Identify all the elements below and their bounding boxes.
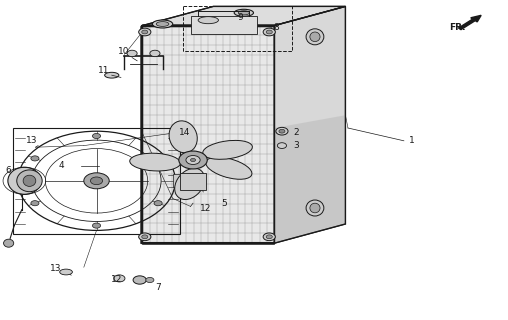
Ellipse shape — [234, 9, 253, 16]
Circle shape — [190, 158, 196, 162]
Circle shape — [31, 156, 39, 161]
Ellipse shape — [8, 167, 41, 194]
Ellipse shape — [23, 175, 36, 186]
Bar — [10, 174, 20, 187]
Circle shape — [263, 233, 275, 241]
Circle shape — [186, 156, 200, 164]
Text: 5: 5 — [221, 199, 227, 208]
Text: 3: 3 — [294, 141, 299, 150]
Circle shape — [277, 143, 287, 148]
Circle shape — [142, 235, 148, 239]
Text: 14: 14 — [179, 128, 190, 137]
Circle shape — [263, 28, 275, 36]
Polygon shape — [274, 115, 345, 243]
Circle shape — [266, 235, 272, 239]
Bar — [173, 174, 183, 187]
Text: 7: 7 — [155, 283, 161, 292]
Text: 9: 9 — [238, 13, 243, 22]
Circle shape — [146, 277, 154, 283]
Circle shape — [90, 177, 103, 185]
Circle shape — [92, 133, 101, 139]
Circle shape — [279, 129, 285, 133]
Text: 8: 8 — [273, 23, 279, 32]
Circle shape — [139, 233, 151, 241]
Circle shape — [84, 173, 109, 189]
Text: 12: 12 — [111, 275, 122, 284]
Ellipse shape — [156, 22, 169, 27]
Text: 2: 2 — [294, 128, 299, 137]
Polygon shape — [142, 26, 274, 243]
Ellipse shape — [306, 29, 324, 45]
Circle shape — [154, 156, 162, 161]
Circle shape — [31, 201, 39, 206]
Circle shape — [114, 275, 125, 282]
Ellipse shape — [310, 203, 320, 213]
Ellipse shape — [203, 140, 252, 159]
Bar — [13, 128, 180, 234]
Circle shape — [92, 223, 101, 228]
Ellipse shape — [169, 121, 197, 153]
Polygon shape — [142, 6, 345, 26]
Circle shape — [266, 30, 272, 34]
Circle shape — [139, 28, 151, 36]
Text: 11: 11 — [98, 66, 109, 75]
Bar — [183, 6, 292, 51]
Circle shape — [154, 201, 162, 206]
Ellipse shape — [105, 72, 119, 78]
Ellipse shape — [60, 269, 72, 275]
Polygon shape — [190, 16, 257, 34]
Ellipse shape — [238, 11, 249, 15]
Circle shape — [179, 151, 207, 169]
Text: 13: 13 — [50, 264, 61, 273]
Ellipse shape — [306, 200, 324, 216]
Ellipse shape — [206, 157, 252, 179]
Ellipse shape — [198, 17, 218, 24]
Circle shape — [276, 127, 288, 135]
Ellipse shape — [175, 168, 205, 200]
FancyArrow shape — [459, 15, 481, 29]
Circle shape — [150, 50, 160, 57]
Ellipse shape — [4, 239, 14, 247]
Text: 6: 6 — [5, 166, 11, 175]
Text: 13: 13 — [26, 136, 38, 145]
Text: 4: 4 — [58, 161, 64, 170]
Text: 1: 1 — [409, 136, 415, 145]
Polygon shape — [274, 6, 345, 243]
Ellipse shape — [17, 170, 42, 192]
Circle shape — [127, 50, 137, 57]
Circle shape — [142, 30, 148, 34]
Ellipse shape — [310, 32, 320, 42]
Circle shape — [133, 276, 146, 284]
Text: 10: 10 — [118, 47, 130, 56]
Ellipse shape — [152, 20, 173, 28]
Text: FR.: FR. — [450, 23, 466, 32]
Text: 12: 12 — [200, 204, 211, 213]
Bar — [180, 173, 206, 190]
Ellipse shape — [130, 153, 180, 171]
